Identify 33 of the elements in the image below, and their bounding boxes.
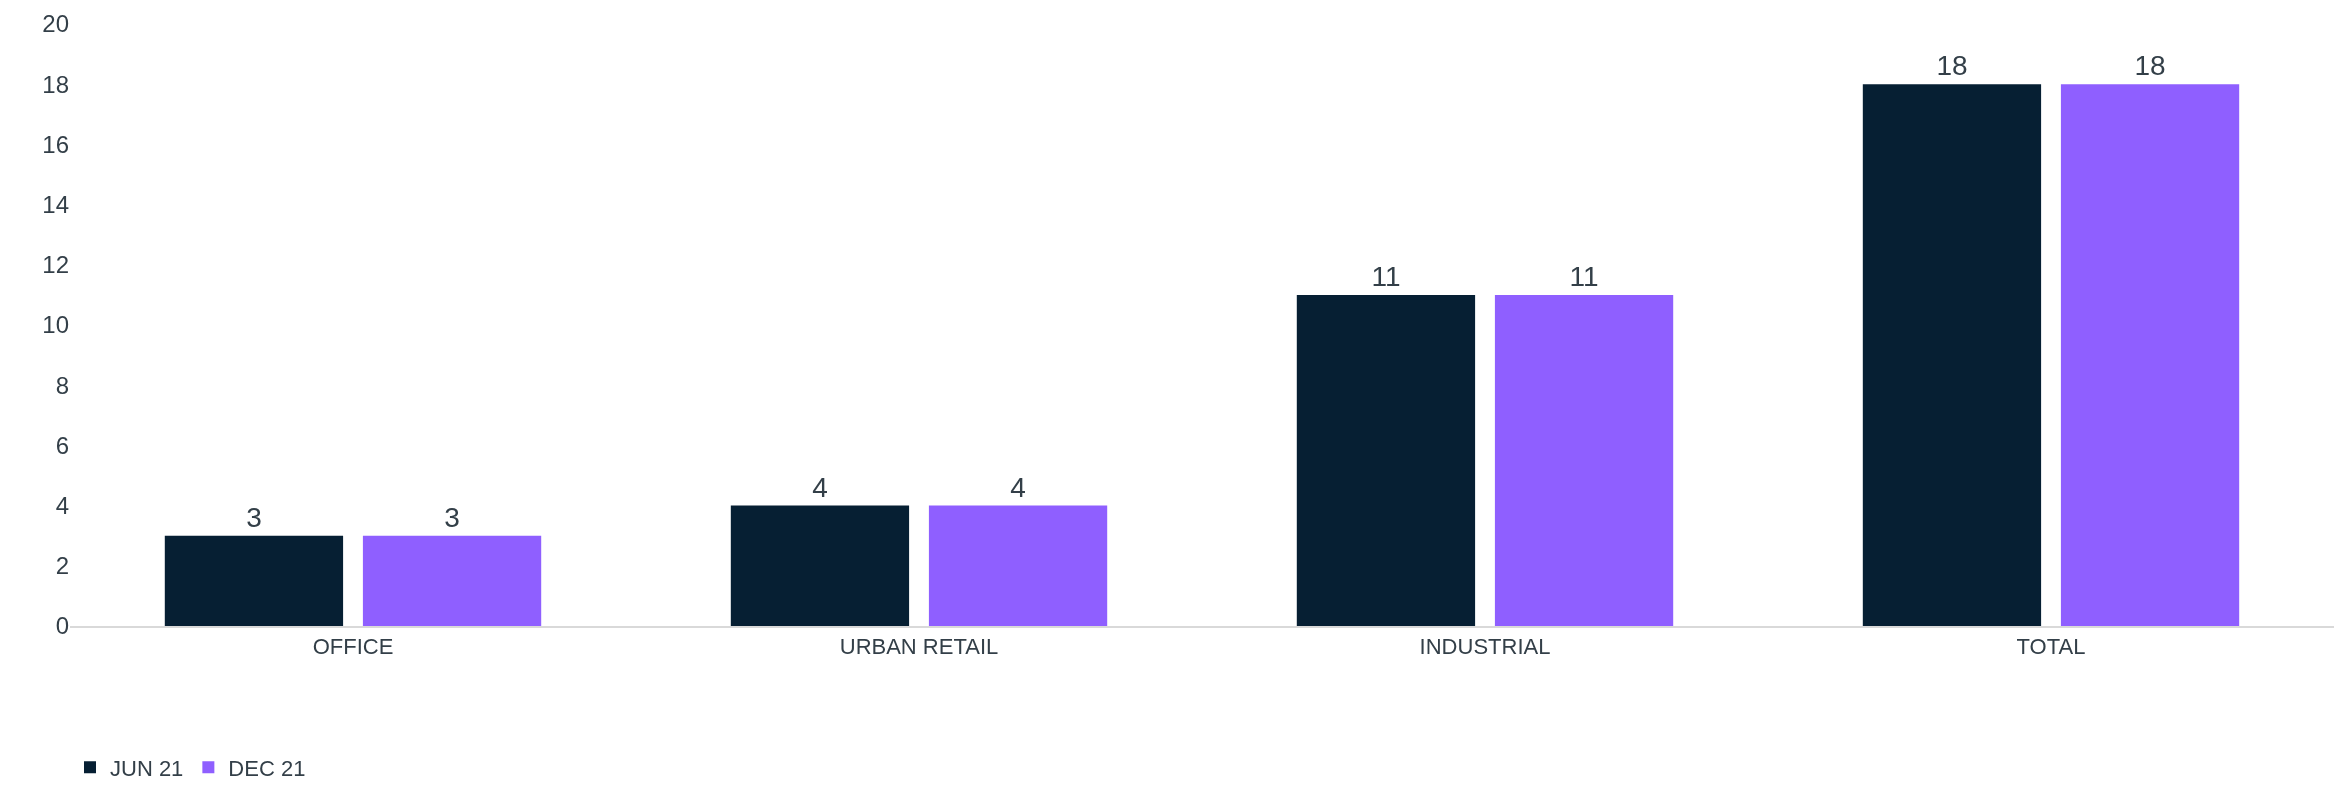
bar (2060, 84, 2240, 626)
bar (1296, 294, 1476, 626)
x-tick-label: INDUSTRIAL (1419, 634, 1551, 660)
data-label: 4 (1010, 471, 1026, 503)
data-label: 18 (2134, 50, 2166, 82)
legend-label: JUN 21 (110, 755, 184, 781)
data-label: 3 (444, 501, 460, 533)
y-tick-label: 14 (42, 191, 69, 218)
bar (928, 505, 1108, 626)
data-label: 18 (1936, 50, 1968, 82)
data-label: 4 (812, 471, 828, 503)
y-tick-label: 8 (55, 371, 69, 399)
legend-label: DEC 21 (228, 755, 306, 781)
y-tick-label: 20 (42, 10, 69, 38)
x-tick-label: URBAN RETAIL (839, 634, 999, 660)
y-tick-label: 2 (55, 552, 69, 580)
y-tick-label: 16 (42, 130, 69, 158)
bar (164, 535, 344, 626)
y-tick-label: 4 (55, 492, 69, 519)
bar (1494, 294, 1674, 626)
y-tick-label: 6 (55, 431, 69, 459)
x-tick-label: TOTAL (2016, 634, 2086, 660)
data-label: 11 (1371, 260, 1401, 292)
y-tick-label: 10 (42, 311, 69, 339)
y-tick-label: 12 (42, 251, 69, 279)
data-label: 11 (1569, 260, 1599, 292)
bar (362, 535, 542, 626)
y-tick-label: 0 (55, 612, 69, 640)
data-label: 3 (246, 501, 262, 533)
y-tick-label: 18 (42, 70, 69, 98)
bar (1862, 84, 2042, 626)
bar (730, 505, 910, 626)
x-tick-label: OFFICE (312, 634, 394, 660)
